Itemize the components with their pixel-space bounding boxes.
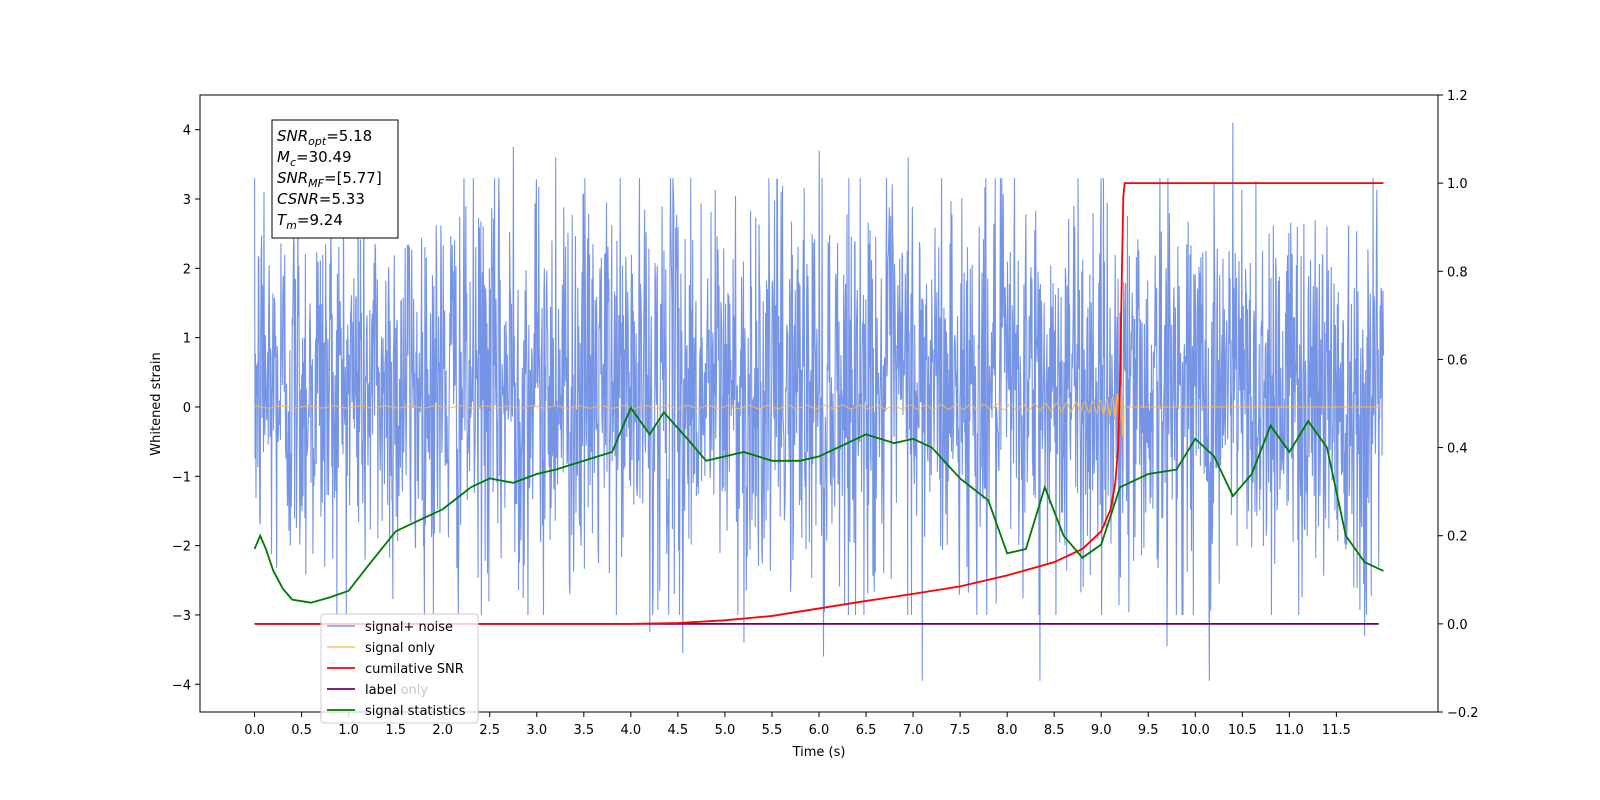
signal-plus-noise-line [254, 122, 1384, 681]
legend-label: signal statistics [365, 704, 466, 719]
y-tick-label: −2 [172, 540, 191, 555]
x-tick-label: 1.0 [338, 723, 359, 738]
x-tick-label: 10.0 [1181, 723, 1210, 738]
y2-tick-label: 0.6 [1447, 353, 1468, 368]
y2-tick-label: 0.8 [1447, 265, 1468, 280]
y-tick-label: 2 [183, 262, 191, 277]
x-tick-label: 1.5 [385, 723, 406, 738]
legend-ghost-label: signal only [365, 599, 435, 614]
x-tick-label: 7.0 [903, 723, 924, 738]
legend-label: signal only [365, 641, 435, 656]
annotation-line: Tm=9.24 [277, 211, 343, 232]
signal-only-series [254, 384, 1384, 471]
y-tick-label: −1 [172, 470, 191, 485]
x-tick-label: 4.5 [668, 723, 689, 738]
annotation-box: SNRopt=5.18Mc=30.49SNRMF=[5.77]CSNR=5.33… [271, 119, 399, 239]
x-tick-label: 0.5 [291, 723, 312, 738]
annotation-line: SNRMF=[5.77] [277, 169, 382, 190]
y-axis-left: −4 −3 −2 −1 0 1 2 3 4 [172, 124, 200, 693]
y2-tick-label: 1.0 [1447, 177, 1468, 192]
x-tick-label: 2.5 [479, 723, 500, 738]
y-tick-label: 1 [183, 332, 191, 347]
y-tick-label: −4 [172, 678, 191, 693]
legend-label: label [365, 683, 396, 698]
y2-tick-label: 1.2 [1447, 89, 1468, 104]
x-axis-label: Time (s) [792, 745, 846, 760]
x-tick-label: 5.5 [762, 723, 783, 738]
x-tick-label: 11.0 [1275, 723, 1304, 738]
x-tick-label: 11.5 [1322, 723, 1351, 738]
legend-label: signal+ noise [365, 620, 453, 635]
x-tick-label: 7.5 [950, 723, 971, 738]
legend-frame [320, 613, 479, 724]
x-tick-label: 6.5 [856, 723, 877, 738]
y2-tick-label: −0.2 [1447, 706, 1479, 721]
x-tick-label: 8.0 [997, 723, 1018, 738]
y-axis-right: −0.2 0.0 0.2 0.4 0.6 0.8 1.0 1.2 [1438, 89, 1479, 721]
signal-plus-noise-series [254, 122, 1384, 681]
annotation-frame [271, 119, 399, 239]
y2-tick-label: 0.0 [1447, 618, 1468, 633]
signal-statistics-line [253, 406, 1384, 604]
y-tick-label: 0 [183, 401, 191, 416]
annotation-line: SNRopt=5.18 [277, 127, 372, 148]
x-tick-label: 0.0 [244, 723, 265, 738]
x-tick-label: 9.5 [1138, 723, 1159, 738]
x-tick-label: 4.0 [621, 723, 642, 738]
legend-ghost-label: label only [365, 683, 428, 698]
x-tick-label: 5.0 [715, 723, 736, 738]
x-tick-label: 8.5 [1044, 723, 1065, 738]
x-tick-label: 10.5 [1228, 723, 1257, 738]
y-axis-label: Whitened strain [149, 352, 164, 455]
y2-tick-label: 0.2 [1447, 530, 1468, 545]
y2-tick-label: 0.4 [1447, 442, 1468, 457]
x-tick-label: 3.0 [526, 723, 547, 738]
x-tick-label: 2.0 [432, 723, 453, 738]
x-tick-label: 6.0 [809, 723, 830, 738]
annotation-line: CSNR=5.33 [277, 190, 365, 208]
x-tick-label: 3.5 [573, 723, 594, 738]
annotation-line: Mc=30.49 [277, 148, 352, 169]
y-tick-label: −3 [172, 609, 191, 624]
cumilative-snr-line [254, 182, 1384, 625]
x-axis: 0.0 0.5 1.0 1.5 2.0 2.5 3.0 3.5 4.0 4.5 5.0 5.5 6.0 6… [244, 712, 1351, 738]
legend-label: cumilative SNR [365, 662, 464, 677]
legend: signal+ noise signal only cumilative SNR la… [320, 599, 479, 724]
signal-only-line [254, 384, 1384, 471]
x-tick-label: 9.0 [1091, 723, 1112, 738]
y-tick-label: 3 [183, 193, 191, 208]
y-tick-label: 4 [183, 124, 191, 139]
